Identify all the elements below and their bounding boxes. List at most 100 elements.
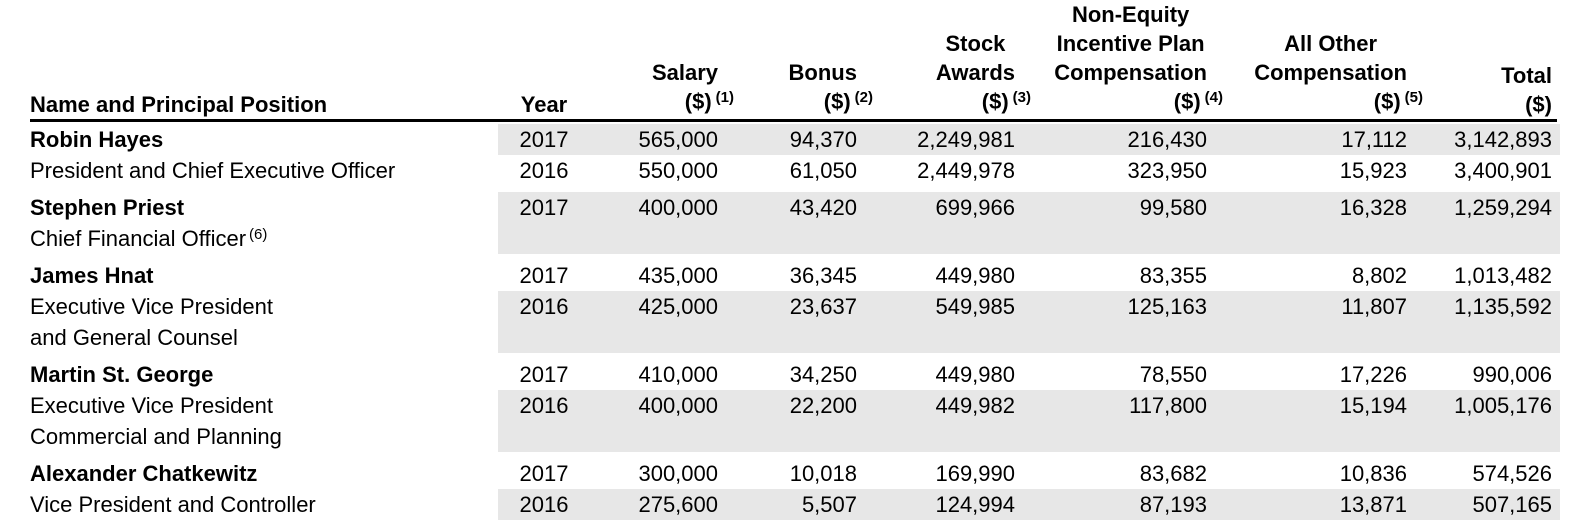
- salary-cell: 410,000: [638, 362, 718, 387]
- stock-awards-cell: 449,980: [935, 362, 1015, 387]
- footnote-ref: (3): [1012, 89, 1031, 106]
- header-word: Bonus: [788, 60, 857, 85]
- row-group-st-george: Martin St. George 2017 410,000 34,250 44…: [0, 359, 1594, 452]
- stock-awards-cell: 2,249,981: [917, 127, 1015, 152]
- row-values-hayes-2016: 2016 550,000 61,050 2,449,978 323,950 15…: [498, 155, 1560, 186]
- unit-label: ($): [684, 89, 712, 114]
- row-values-chatkewitz-2017: 2017 300,000 10,018 169,990 83,682 10,83…: [498, 458, 1560, 489]
- year-cell: 2016: [519, 492, 569, 517]
- all-other-comp-cell: 13,871: [1339, 492, 1407, 517]
- unit-label: ($): [1173, 89, 1201, 114]
- salary-cell: 275,600: [638, 492, 718, 517]
- footnote-ref: (1): [715, 89, 734, 106]
- salary-cell: 400,000: [638, 195, 718, 220]
- salary-cell: 400,000: [638, 393, 718, 418]
- row-group-priest: Stephen Priest 2017 400,000 43,420 699,9…: [0, 192, 1594, 254]
- executive-name: James Hnat: [30, 263, 154, 288]
- bonus-cell: 61,050: [789, 158, 857, 183]
- header-word: Salary: [651, 60, 718, 85]
- table-row: Executive Vice President 2016 400,000 22…: [30, 390, 1594, 421]
- stock-awards-cell: 549,985: [935, 294, 1015, 319]
- header-word: Total: [1501, 63, 1552, 88]
- total-cell: 3,142,893: [1454, 127, 1552, 152]
- salary-cell: 565,000: [638, 127, 718, 152]
- year-cell: 2017: [519, 362, 569, 387]
- non-equity-incentive-cell: 125,163: [1127, 294, 1207, 319]
- col-header-salary: Salary ($) (1): [590, 58, 734, 119]
- executive-title: and General Counsel: [30, 325, 238, 350]
- row-values-empty: [498, 223, 1560, 254]
- header-word: Incentive Plan: [1056, 31, 1205, 56]
- executive-name: Stephen Priest: [30, 195, 185, 220]
- table-row: Martin St. George 2017 410,000 34,250 44…: [30, 359, 1594, 390]
- stock-awards-cell: 699,966: [935, 195, 1015, 220]
- all-other-comp-cell: 15,923: [1339, 158, 1407, 183]
- executive-title: Vice President and Controller: [30, 492, 316, 517]
- table-row: and General Counsel: [30, 322, 1594, 353]
- executive-title: Executive Vice President: [30, 294, 273, 319]
- table-body: Robin Hayes 2017 565,000 94,370 2,249,98…: [0, 124, 1594, 520]
- table-row: Executive Vice President 2016 425,000 23…: [30, 291, 1594, 322]
- all-other-comp-cell: 10,836: [1339, 461, 1407, 486]
- year-cell: 2016: [519, 393, 569, 418]
- bonus-cell: 22,200: [789, 393, 857, 418]
- row-group-chatkewitz: Alexander Chatkewitz 2017 300,000 10,018…: [0, 458, 1594, 520]
- unit-label: ($): [1373, 89, 1401, 114]
- all-other-comp-cell: 11,807: [1341, 294, 1407, 319]
- row-group-hayes: Robin Hayes 2017 565,000 94,370 2,249,98…: [0, 124, 1594, 186]
- all-other-comp-cell: 17,112: [1341, 127, 1407, 152]
- header-word: All Other: [1284, 31, 1378, 56]
- table-row: Chief Financial Officer (6): [30, 223, 1594, 254]
- col-header-non-equity-incentive: Non-Equity Incentive Plan Compensation (…: [1015, 0, 1223, 119]
- col-header-name-position: Name and Principal Position: [30, 92, 328, 117]
- header-word: Compensation: [1054, 60, 1207, 85]
- footnote-ref: (6): [249, 226, 268, 243]
- total-cell: 1,259,294: [1454, 195, 1552, 220]
- table-row: Robin Hayes 2017 565,000 94,370 2,249,98…: [30, 124, 1594, 155]
- year-cell: 2016: [519, 294, 569, 319]
- table-header: Name and Principal Position Year Salary …: [30, 0, 1560, 119]
- executive-name: Alexander Chatkewitz: [30, 461, 258, 486]
- table-row: President and Chief Executive Officer 20…: [30, 155, 1594, 186]
- col-header-stock-awards: Stock Awards ($) (3): [857, 29, 1031, 119]
- executive-title: Commercial and Planning: [30, 424, 282, 449]
- bonus-cell: 43,420: [789, 195, 857, 220]
- table-row: Vice President and Controller 2016 275,6…: [30, 489, 1594, 520]
- year-cell: 2017: [519, 195, 569, 220]
- bonus-cell: 10,018: [789, 461, 857, 486]
- non-equity-incentive-cell: 87,193: [1139, 492, 1207, 517]
- row-values-st-george-2017: 2017 410,000 34,250 449,980 78,550 17,22…: [498, 359, 1560, 390]
- row-values-hnat-2016: 2016 425,000 23,637 549,985 125,163 11,8…: [498, 291, 1560, 322]
- stock-awards-cell: 169,990: [935, 461, 1015, 486]
- table-row: James Hnat 2017 435,000 36,345 449,980 8…: [30, 260, 1594, 291]
- row-values-hayes-2017: 2017 565,000 94,370 2,249,981 216,430 17…: [498, 124, 1560, 155]
- header-word: Awards: [935, 60, 1015, 85]
- title-text: Chief Financial Officer: [30, 226, 247, 251]
- executive-title: Chief Financial Officer (6): [30, 223, 498, 254]
- table-row: Stephen Priest 2017 400,000 43,420 699,9…: [30, 192, 1594, 223]
- total-cell: 3,400,901: [1454, 158, 1552, 183]
- total-cell: 1,005,176: [1454, 393, 1552, 418]
- executive-name: Robin Hayes: [30, 127, 164, 152]
- salary-cell: 550,000: [638, 158, 718, 183]
- all-other-comp-cell: 16,328: [1339, 195, 1407, 220]
- row-values-empty: [498, 421, 1560, 452]
- footnote-ref: (4): [1204, 89, 1223, 106]
- table-row: Commercial and Planning: [30, 421, 1594, 452]
- col-header-year: Year: [520, 92, 568, 117]
- header-word: Stock: [945, 31, 1006, 56]
- bonus-cell: 36,345: [789, 263, 857, 288]
- header-word: Non-Equity: [1071, 2, 1190, 27]
- year-cell: 2017: [519, 127, 569, 152]
- salary-cell: 300,000: [638, 461, 718, 486]
- total-cell: 990,006: [1472, 362, 1552, 387]
- all-other-comp-cell: 8,802: [1351, 263, 1407, 288]
- footnote-ref: (5): [1404, 89, 1423, 106]
- stock-awards-cell: 449,982: [935, 393, 1015, 418]
- salary-cell: 435,000: [638, 263, 718, 288]
- all-other-comp-cell: 17,226: [1339, 362, 1407, 387]
- footnote-ref: (2): [854, 89, 873, 106]
- row-values-hnat-2017: 2017 435,000 36,345 449,980 83,355 8,802…: [498, 260, 1560, 291]
- unit-label: ($): [1525, 92, 1552, 117]
